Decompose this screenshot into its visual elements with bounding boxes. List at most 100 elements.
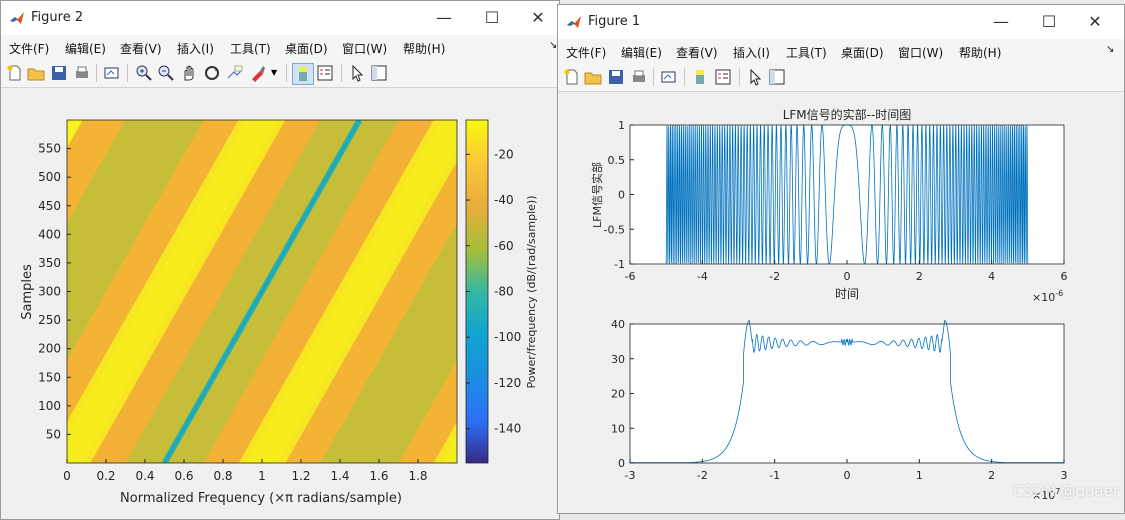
lfm-time-x-tick-label: -6: [625, 270, 636, 283]
edit-plot-arrow-icon[interactable]: [347, 63, 367, 83]
matlab-logo-icon: [10, 12, 24, 24]
zoom-in-icon[interactable]: [134, 63, 154, 83]
data-cursor-icon[interactable]: [225, 63, 245, 83]
colorbar-label: Power/frequency (dB/(rad/sample)): [525, 196, 538, 389]
lfm-time-y-ticks: 1 0.5 0 -0.5 -1: [604, 119, 634, 271]
menu-file[interactable]: 文件(F): [566, 46, 607, 60]
brush-icon[interactable]: [248, 63, 268, 83]
spectrogram-yellow-band: [433, 421, 457, 463]
link-plot-icon[interactable]: [659, 67, 679, 87]
menu-help[interactable]: 帮助(H): [959, 46, 1002, 60]
maximize-button[interactable]: ☐: [1041, 12, 1057, 31]
spectrogram-y-tick-label: 550: [38, 142, 61, 156]
spectrogram-ridge-line: [163, 120, 361, 463]
spectrogram-x-tick-label: 1: [258, 469, 266, 483]
menu-edit[interactable]: 编辑(E): [621, 46, 662, 60]
new-figure-icon[interactable]: [562, 67, 582, 87]
dock-arrow-icon[interactable]: ↘: [1106, 44, 1115, 55]
menu-window[interactable]: 窗口(W): [898, 46, 944, 60]
lfm-spectrum-y-tick-label: 0: [618, 457, 625, 470]
minimize-button[interactable]: —: [993, 12, 1009, 31]
figure-1-titlebar[interactable]: Figure 1 — ☐ ✕: [558, 5, 1124, 39]
lfm-spectrum-y-tick-label: 10: [611, 422, 625, 435]
link-plot-icon[interactable]: [102, 63, 122, 83]
close-button[interactable]: ✕: [1088, 12, 1102, 31]
toolbar-separator: [684, 68, 685, 86]
edit-plot-arrow-icon[interactable]: [745, 67, 765, 87]
figure-1-toolbar: [558, 63, 1124, 92]
lfm-spectrum-x-tick-label: 0: [844, 469, 851, 482]
menu-help[interactable]: 帮助(H): [403, 42, 446, 56]
toolbar-separator: [341, 64, 342, 82]
zoom-out-icon[interactable]: [156, 63, 176, 83]
lfm-spectrum-x-exponent: ×107: [1032, 487, 1060, 502]
spectrogram-x-tick-label: 0.8: [213, 469, 232, 483]
figure-2-window[interactable]: Figure 2 — ☐ ✕ 文件(F) 编辑(E) 查看(V) 插入(I) 工…: [0, 0, 560, 520]
figure-1-window[interactable]: Figure 1 — ☐ ✕ 文件(F) 编辑(E) 查看(V) 插入(I) 工…: [557, 4, 1125, 514]
colorbar-tick-label: -140: [494, 422, 521, 436]
figure-2-titlebar[interactable]: Figure 2 — ☐ ✕: [1, 1, 559, 35]
print-icon[interactable]: [72, 63, 92, 83]
close-button[interactable]: ✕: [531, 8, 545, 27]
lfm-spectrum-x-tick-label: -3: [625, 469, 636, 482]
figure-2-toolbar: ▼: [1, 59, 559, 88]
menu-edit[interactable]: 编辑(E): [65, 42, 106, 56]
menu-desktop[interactable]: 桌面(D): [285, 42, 328, 56]
toolbar-separator: [96, 64, 97, 82]
save-icon[interactable]: [49, 63, 69, 83]
spectrogram-x-tick-label: 0.2: [96, 469, 115, 483]
legend-toggle-icon[interactable]: [713, 67, 733, 87]
toolbar-separator: [286, 64, 287, 82]
lfm-time-x-label: 时间: [835, 287, 859, 301]
spectrogram-yellow-band: [238, 120, 457, 463]
menu-window[interactable]: 窗口(W): [342, 42, 388, 56]
lfm-time-x-exponent: ×10-6: [1032, 289, 1063, 304]
menu-desktop[interactable]: 桌面(D): [841, 46, 884, 60]
new-figure-icon[interactable]: [5, 63, 25, 83]
spectrogram-x-tick-label: 0: [63, 469, 71, 483]
lfm-time-x-tick-label: -2: [769, 270, 780, 283]
maximize-button[interactable]: ☐: [484, 8, 500, 27]
spectrogram-y-tick-label: 200: [38, 342, 61, 356]
menu-file[interactable]: 文件(F): [9, 42, 50, 56]
property-inspector-icon[interactable]: [767, 67, 787, 87]
lfm-time-y-tick-label: 1: [618, 119, 625, 132]
spectrogram-x-tick-label: 1.8: [408, 469, 427, 483]
colorbar-tick-label: -80: [494, 285, 514, 299]
colorbar-toggle-icon[interactable]: [690, 67, 710, 87]
lfm-time-x-tick-label: 6: [1061, 270, 1068, 283]
rotate-3d-icon[interactable]: [202, 63, 222, 83]
save-icon[interactable]: [606, 67, 626, 87]
figure-1-menubar: 文件(F) 编辑(E) 查看(V) 插入(I) 工具(T) 桌面(D) 窗口(W…: [558, 39, 1124, 63]
open-folder-icon[interactable]: [583, 67, 603, 87]
print-icon[interactable]: [629, 67, 649, 87]
lfm-spectrum-x-tick-label: 2: [988, 469, 995, 482]
menu-insert[interactable]: 插入(I): [177, 42, 214, 56]
toolbar-separator: [653, 68, 654, 86]
figure-2-canvas: 0 0.2 0.4 0.6 0.8 1 1.2 1.4 1.6 1.8 50 100 150 200 25…: [1, 88, 559, 519]
spectrogram-y-label: Samples: [20, 264, 35, 320]
lfm-time-y-tick-label: -1: [614, 258, 625, 271]
brush-dropdown-icon[interactable]: ▼: [271, 68, 278, 77]
colorbar-toggle-icon[interactable]: [292, 63, 314, 85]
lfm-spectrum-y-tick-label: 40: [611, 318, 625, 331]
minimize-button[interactable]: —: [436, 8, 452, 27]
toolbar-separator: [739, 68, 740, 86]
colorbar-tick-label: -120: [494, 376, 521, 390]
spectrogram-y-tick-label: 50: [46, 427, 61, 441]
menu-insert[interactable]: 插入(I): [733, 46, 770, 60]
menu-view[interactable]: 查看(V): [120, 42, 162, 56]
property-inspector-icon[interactable]: [369, 63, 389, 83]
watermark: CSDN @quaer: [1012, 482, 1119, 500]
colorbar-tick-label: -20: [494, 147, 514, 161]
lfm-spectrum-x-tick-label: 3: [1061, 469, 1068, 482]
menu-tools[interactable]: 工具(T): [786, 46, 827, 60]
menu-tools[interactable]: 工具(T): [230, 42, 271, 56]
pan-icon[interactable]: [179, 63, 199, 83]
dock-arrow-icon[interactable]: ↘: [549, 40, 558, 51]
lfm-time-x-tick-label: 4: [988, 270, 995, 283]
spectrogram-x-tick-label: 0.4: [135, 469, 154, 483]
legend-toggle-icon[interactable]: [315, 63, 335, 83]
menu-view[interactable]: 查看(V): [676, 46, 718, 60]
open-folder-icon[interactable]: [26, 63, 46, 83]
